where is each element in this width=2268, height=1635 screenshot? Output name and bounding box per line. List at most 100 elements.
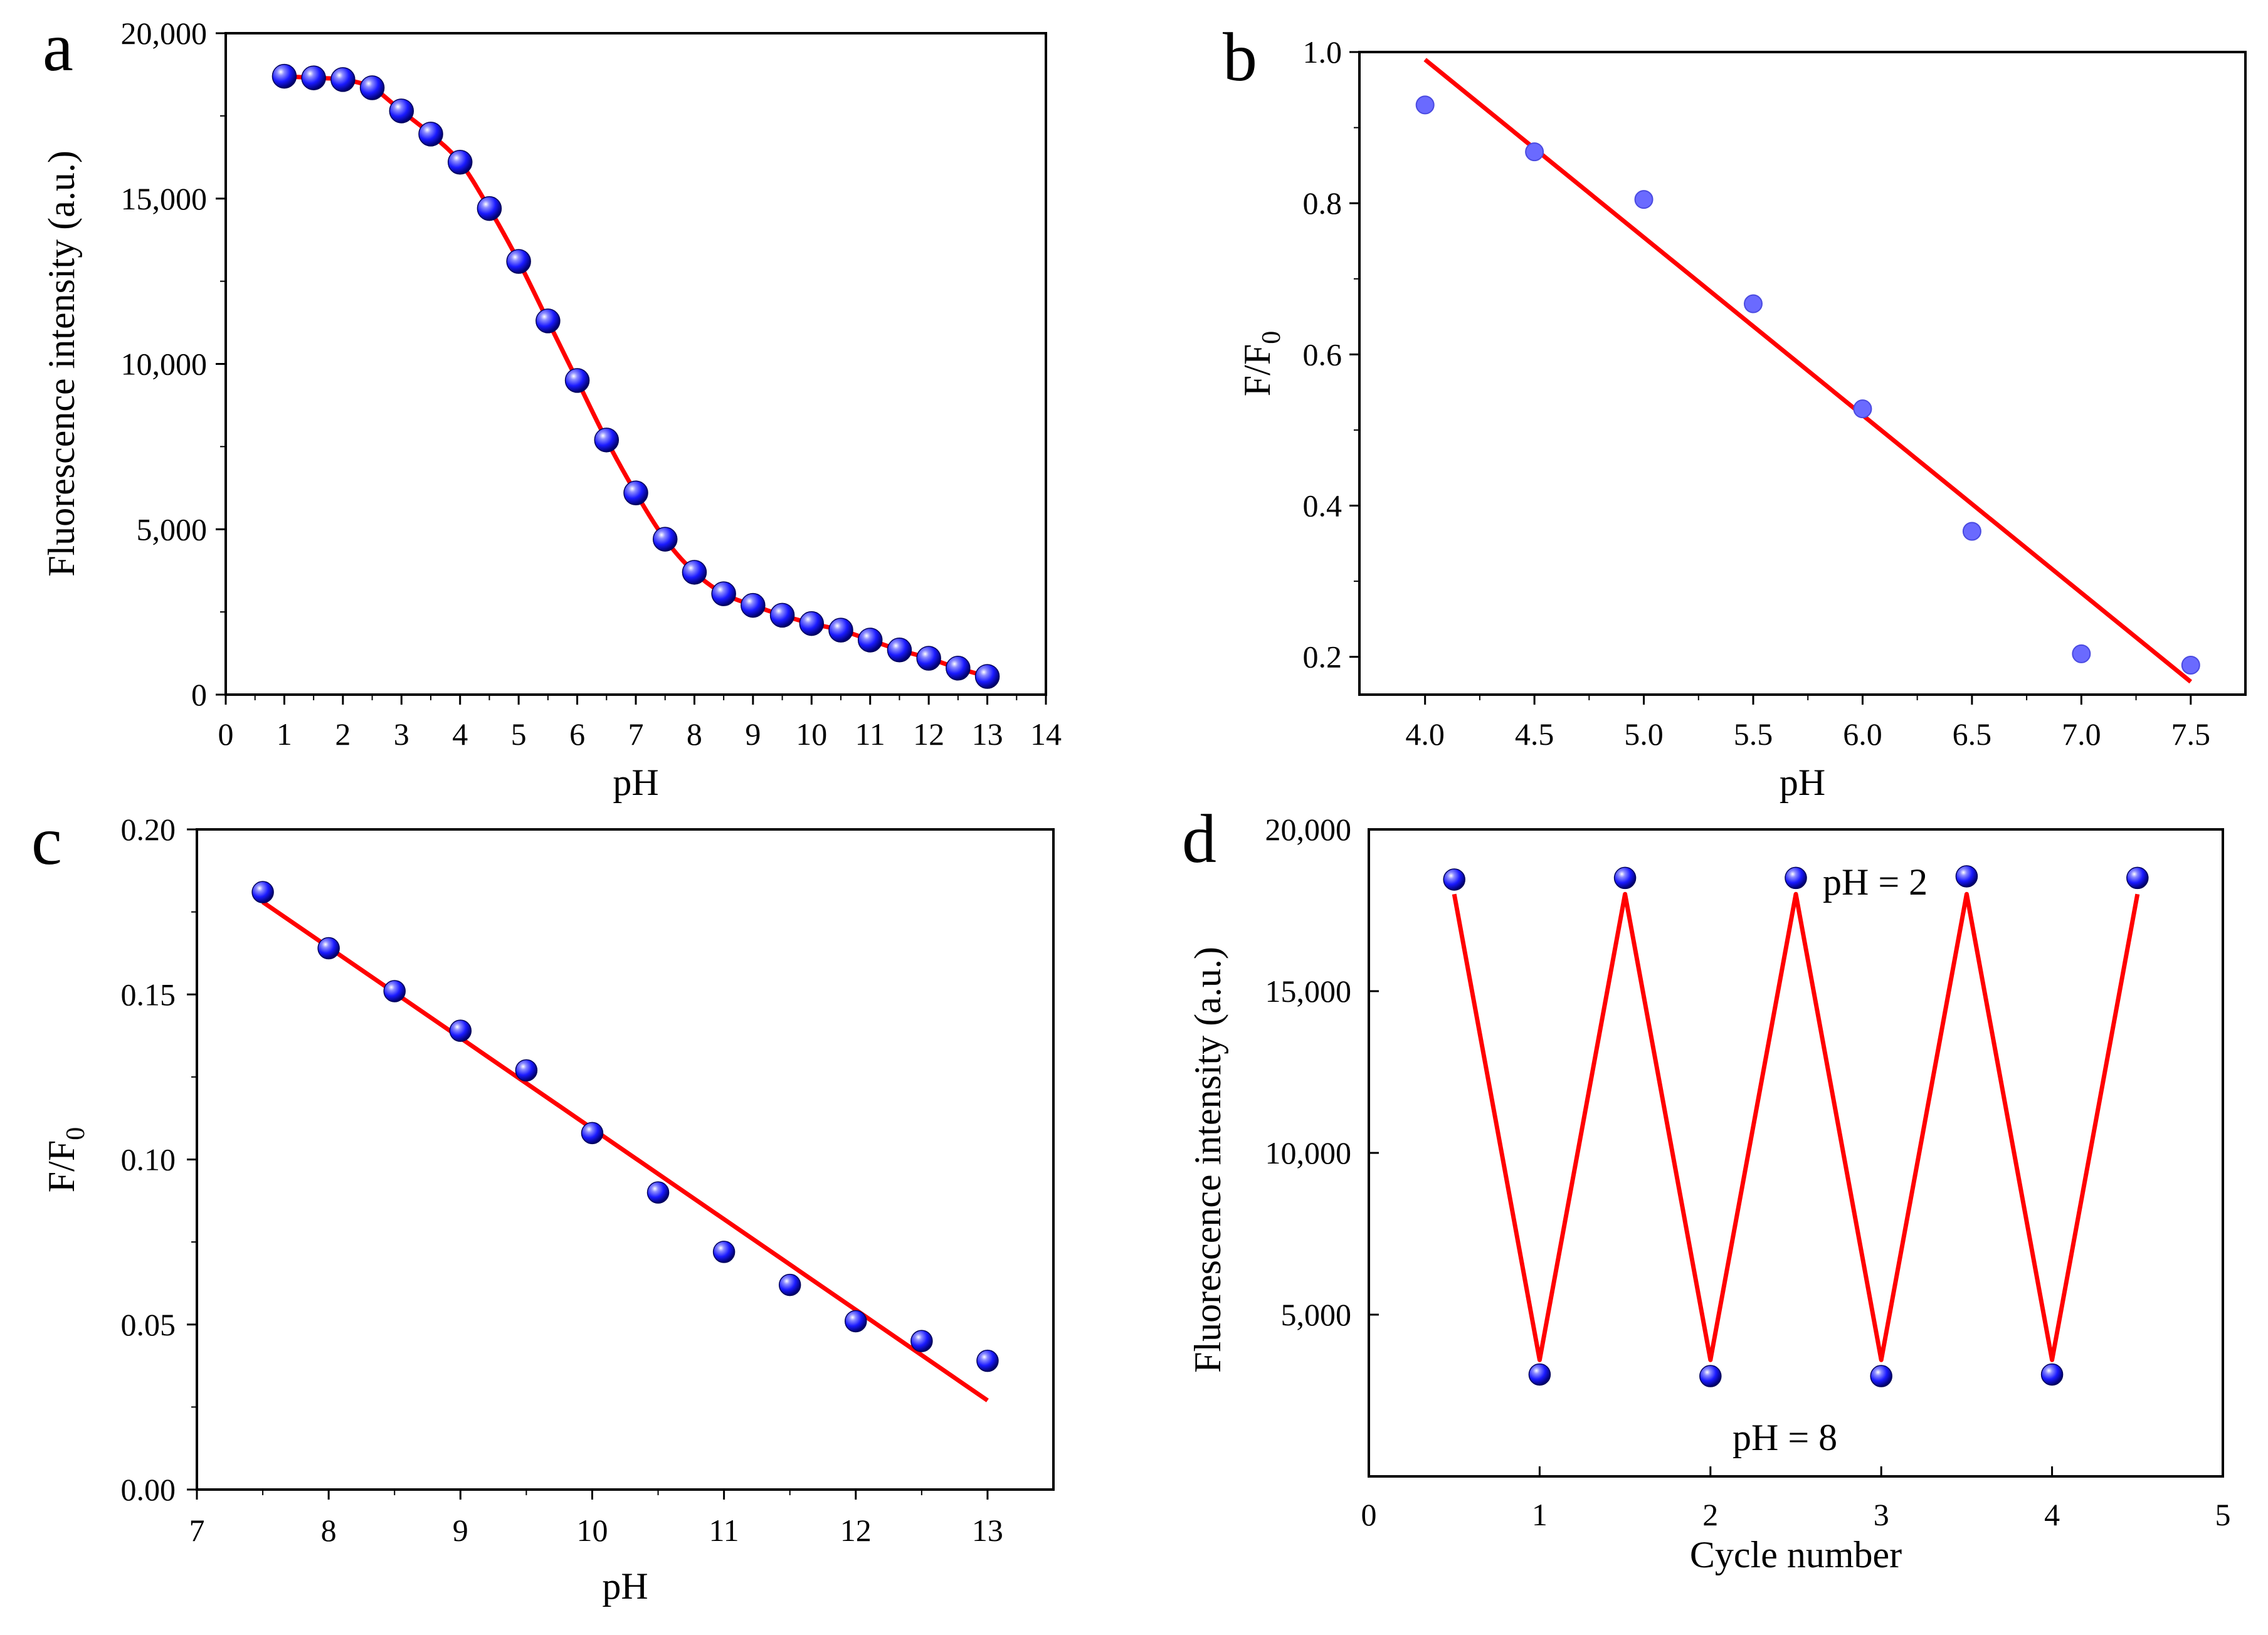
x-tick-label-4-5: 4.5 (1515, 717, 1554, 752)
y-axis-title: Fluorescence intensity (a.u.) (1187, 947, 1228, 1373)
y-tick-label-0-6: 0.6 (1303, 337, 1342, 372)
plot-frame (196, 828, 1055, 1491)
x-tick-label-1: 1 (277, 717, 292, 752)
data-point-1-3150 (1528, 1363, 1551, 1386)
panel-b: 4.0 4.5 5.0 5.5 6.0 6.5 7.0 7.5 0.2 0.4 0.6 0.8 1.0 p… (1237, 34, 2247, 803)
data-point-12-5-800 (946, 656, 971, 681)
data-point-13-0-039 (976, 1349, 999, 1372)
x-tick-label-11: 11 (855, 717, 885, 752)
data-point-6-5-7700 (594, 428, 620, 453)
y-tick-label-10-000: 10,000 (1265, 1135, 1352, 1170)
data-point-11-0-072 (712, 1241, 736, 1263)
data-point-4-5-18500 (2126, 866, 2149, 890)
x-tick-label-3: 3 (394, 717, 409, 752)
data-point-5-0-805 (1634, 190, 1654, 209)
data-point-6-9500 (564, 368, 590, 393)
x-tick-label-5-5: 5.5 (1734, 717, 1773, 752)
x-tick-label-1: 1 (1532, 1497, 1548, 1532)
panel-letter-c: c (31, 802, 62, 879)
x-tick-label-13: 13 (972, 1513, 1003, 1548)
x-tick-label-2: 2 (1702, 1497, 1718, 1532)
y-tick-label-0-00: 0.00 (121, 1472, 176, 1507)
data-point-2-5-18500 (1785, 866, 1807, 890)
data-point-0-5-18450 (1443, 868, 1465, 891)
data-point-7-5-0-189 (2181, 655, 2200, 675)
y-tick-label-1-0: 1.0 (1303, 34, 1342, 70)
x-tick-label-4: 4 (2044, 1497, 2060, 1532)
panel-c: 7 8 9 10 11 12 13 0.00 0.05 0.10 0.15 0.20 pH F/F0 (41, 812, 1055, 1607)
y-axis-title-main: F/F (1237, 344, 1278, 396)
x-tick-label-11: 11 (709, 1513, 739, 1548)
x-axis-title: pH (1780, 762, 1825, 803)
y-tick-label-15-000: 15,000 (121, 181, 208, 216)
x-tick-label-4: 4 (452, 717, 468, 752)
data-point-6-5-0-366 (1962, 522, 1981, 541)
data-point-4-5-14700 (477, 196, 502, 221)
data-point-2-3100 (1699, 1365, 1722, 1387)
x-tick-label-14: 14 (1030, 717, 1062, 752)
data-point-8-5-3050 (711, 581, 736, 606)
y-tick-label-20-000: 20,000 (1265, 812, 1352, 847)
x-tick-label-12: 12 (840, 1513, 872, 1548)
x-tick-label-5: 5 (511, 717, 527, 752)
x-axis-title: pH (613, 762, 658, 803)
x-tick-label-13: 13 (972, 717, 1003, 752)
x-tick-label-4-0: 4.0 (1405, 717, 1445, 752)
x-tick-label-10: 10 (576, 1513, 608, 1548)
plot-frame (1358, 51, 2247, 696)
y-tick-label-0-05: 0.05 (121, 1307, 176, 1342)
data-point-9-2700 (741, 592, 766, 618)
y-axis-title-subscript: 0 (61, 1127, 90, 1140)
x-tick-label-6: 6 (569, 717, 585, 752)
y-axis-title: F/F0 (1237, 331, 1286, 396)
y-tick-label-5-000: 5,000 (137, 512, 208, 547)
data-point-8-5-0-151 (383, 980, 406, 1002)
y-axis-title-main: F/F (41, 1140, 82, 1192)
panel-a: 0 1 2 3 4 5 6 7 8 9 10 11 12 13 1405,00010,00015,00020… (41, 16, 1062, 803)
y-tick-label-0-10: 0.10 (121, 1142, 176, 1177)
x-tick-label-7-5: 7.5 (2171, 717, 2211, 752)
panel-letter-b: b (1223, 19, 1257, 95)
data-point-13-550 (974, 664, 1000, 689)
x-tick-label-9: 9 (453, 1513, 468, 1548)
data-point-10-0-108 (581, 1122, 604, 1145)
data-point-11-1650 (857, 628, 883, 653)
data-point-2-5-18350 (359, 75, 385, 100)
x-tick-label-0: 0 (1361, 1497, 1377, 1532)
data-point-11-5-0-062 (778, 1273, 801, 1296)
data-point-6-0-528 (1853, 399, 1872, 419)
data-point-3-5-16950 (418, 122, 443, 147)
data-point-7-6100 (623, 480, 648, 505)
plot-frame (224, 32, 1047, 696)
data-point-10-5-1950 (828, 618, 853, 643)
y-tick-label-0: 0 (191, 677, 207, 712)
data-point-10-2150 (799, 611, 825, 636)
data-point-1-18700 (272, 63, 297, 89)
data-point-12-0-051 (845, 1310, 867, 1333)
y-tick-label-20-000: 20,000 (121, 16, 208, 51)
x-tick-label-2: 2 (335, 717, 351, 752)
x-tick-label-9: 9 (745, 717, 761, 752)
x-tick-label-7: 7 (189, 1513, 205, 1548)
data-point-7-0-204 (2072, 644, 2091, 663)
data-point-11-5-1350 (887, 638, 912, 663)
x-tick-label-6-5: 6.5 (1953, 717, 1992, 752)
data-point-5-13100 (506, 249, 531, 274)
x-axis-title: pH (602, 1565, 648, 1607)
data-point-9-0-139 (449, 1019, 472, 1042)
x-tick-label-0: 0 (218, 717, 234, 752)
annotation-ph-2: pH = 2 (1823, 861, 1928, 903)
x-tick-label-12: 12 (913, 717, 944, 752)
x-tick-label-7-0: 7.0 (2062, 717, 2101, 752)
data-point-5-5-11300 (535, 308, 561, 334)
data-point-3-3100 (1870, 1365, 1892, 1387)
fit-line (1423, 58, 2192, 684)
data-point-4-3150 (2040, 1363, 2064, 1386)
y-tick-label-15-000: 15,000 (1265, 974, 1352, 1009)
data-point-2-18600 (330, 67, 356, 92)
data-point-8-3700 (682, 560, 707, 585)
data-point-12-1100 (916, 646, 941, 671)
x-tick-label-5-0: 5.0 (1624, 717, 1664, 752)
data-point-4-16100 (447, 149, 473, 175)
